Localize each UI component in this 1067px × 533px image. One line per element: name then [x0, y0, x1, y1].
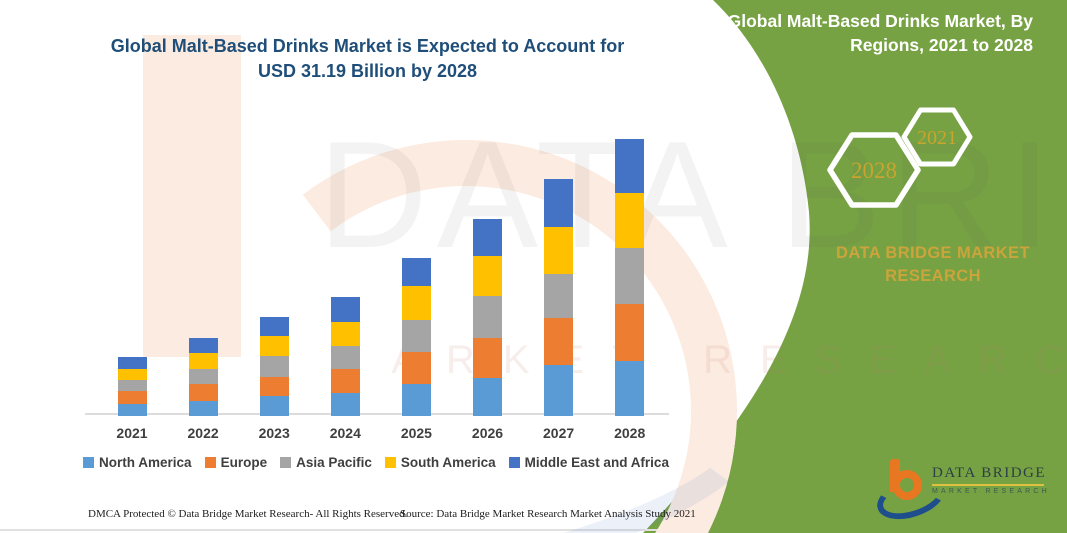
- legend-label: South America: [400, 455, 496, 470]
- bar-segment-2026-middle-east-and-africa: [473, 218, 502, 257]
- bar-segment-2023-north-america: [259, 396, 289, 416]
- x-axis-label-2024: 2024: [329, 425, 361, 441]
- data-bridge-logo: DATA BRIDGE MARKET RESEARCH: [871, 453, 1053, 527]
- bar-segment-2023-asia-pacific: [259, 355, 289, 377]
- bar-segment-2028-asia-pacific: [615, 248, 645, 305]
- bar-segment-2025-south-america: [401, 286, 431, 321]
- legend-label: Asia Pacific: [296, 455, 372, 470]
- hexagon-2021-icon: [901, 107, 973, 167]
- bar-segment-2025-north-america: [401, 384, 431, 416]
- x-axis-label-2022: 2022: [187, 425, 219, 441]
- x-axis-label-2021: 2021: [116, 425, 148, 441]
- bar-segment-2027-south-america: [544, 226, 574, 274]
- legend-swatch-icon: [83, 457, 95, 468]
- bar-segment-2024-middle-east-and-africa: [330, 297, 360, 322]
- bar-2023: [259, 317, 289, 416]
- bar-segment-2026-north-america: [473, 377, 502, 416]
- bar-segment-2024-south-america: [330, 321, 360, 346]
- bar-2026: [473, 218, 502, 416]
- bar-segment-2024-asia-pacific: [330, 345, 360, 369]
- bar-segment-2021-north-america: [117, 404, 147, 416]
- bar-segment-2022-europe: [188, 384, 218, 401]
- bar-segment-2021-europe: [117, 391, 147, 405]
- bar-segment-2026-europe: [473, 337, 502, 378]
- panel-title: Global Malt-Based Drinks Market, By Regi…: [703, 9, 1033, 57]
- logo-divider: [932, 484, 1044, 486]
- legend-swatch-icon: [508, 457, 520, 468]
- chart-title-line2: USD 31.19 Billion by 2028: [257, 61, 478, 81]
- chart-title-line1: Global Malt-Based Drinks Market is Expec…: [110, 36, 625, 56]
- legend-label: Middle East and Africa: [524, 455, 669, 470]
- panel-title-line2: Regions, 2021 to 2028: [850, 35, 1033, 55]
- legend-item-south-america: South America: [384, 455, 496, 470]
- hexagon-2021-label: 2021: [917, 127, 957, 149]
- bar-2027: [544, 178, 574, 416]
- bar-segment-2023-europe: [259, 376, 289, 397]
- bar-segment-2022-middle-east-and-africa: [188, 337, 218, 354]
- hexagon-2028-icon: [827, 132, 921, 208]
- legend-item-asia-pacific: Asia Pacific: [280, 455, 372, 470]
- bar-2021: [117, 357, 147, 416]
- bar-2024: [330, 297, 360, 416]
- hexagon-badges: 2021 2028: [827, 107, 973, 208]
- bar-segment-2021-south-america: [117, 368, 147, 381]
- x-axis-label-2023: 2023: [258, 425, 290, 441]
- bar-segment-2026-asia-pacific: [473, 295, 502, 338]
- hexagon-2028-label: 2028: [851, 158, 897, 183]
- bar-2025: [401, 257, 431, 416]
- x-axis-label-2028: 2028: [614, 425, 646, 441]
- bar-segment-2024-north-america: [330, 392, 360, 416]
- bar-segment-2025-asia-pacific: [401, 320, 431, 353]
- brand-text: DATA BRIDGE MARKET RESEARCH: [836, 244, 1030, 285]
- bar-segment-2024-europe: [330, 368, 360, 393]
- slide-bottom-rule: [0, 529, 700, 531]
- logo-name: DATA BRIDGE: [932, 465, 1047, 481]
- x-axis-label-2025: 2025: [400, 425, 432, 441]
- bar-segment-2027-north-america: [544, 365, 574, 416]
- green-panel-shape: [643, 0, 1067, 533]
- bar-2028: [615, 139, 645, 416]
- bar-segment-2021-asia-pacific: [117, 380, 147, 392]
- bar-segment-2023-south-america: [259, 336, 289, 356]
- logo-b-bowl-icon: [892, 470, 922, 500]
- bar-segment-2023-middle-east-and-africa: [259, 317, 289, 337]
- bar-segment-2021-middle-east-and-africa: [117, 357, 147, 369]
- chart-title: Global Malt-Based Drinks Market is Expec…: [95, 34, 640, 84]
- bar-2022: [188, 337, 218, 416]
- panel-title-line1: Global Malt-Based Drinks Market, By: [727, 11, 1033, 31]
- bar-segment-2028-north-america: [615, 360, 645, 416]
- bar-segment-2028-middle-east-and-africa: [615, 139, 645, 193]
- x-axis-label-2026: 2026: [471, 425, 504, 441]
- legend-label: North America: [99, 455, 192, 470]
- bar-segment-2025-middle-east-and-africa: [401, 257, 431, 287]
- legend-item-north-america: North America: [83, 455, 192, 470]
- legend-item-europe: Europe: [204, 455, 268, 470]
- bar-segment-2025-europe: [401, 352, 431, 385]
- footer-source-text: Source: Data Bridge Market Research Mark…: [400, 508, 696, 520]
- legend-label: Europe: [220, 455, 268, 470]
- bar-segment-2026-south-america: [473, 256, 502, 296]
- bar-segment-2022-asia-pacific: [188, 368, 218, 385]
- legend-swatch-icon: [204, 457, 216, 468]
- bar-segment-2027-europe: [544, 318, 574, 366]
- logo-subtitle: MARKET RESEARCH: [932, 487, 1050, 495]
- bar-segment-2028-europe: [615, 304, 645, 361]
- legend: North America Europe Asia Pacific South Ame…: [80, 455, 672, 470]
- x-axis-line: [85, 413, 669, 415]
- bar-segment-2027-asia-pacific: [544, 273, 574, 319]
- bar-segment-2028-south-america: [615, 192, 645, 249]
- x-axis-labels: 2021 2022 2023 2024 2025 2026 2027 2028: [88, 425, 670, 445]
- legend-item-middle-east-and-africa: Middle East and Africa: [508, 455, 669, 470]
- plot-area: [88, 120, 670, 416]
- logo-text: DATA BRIDGE MARKET RESEARCH: [932, 465, 1050, 495]
- legend-swatch-icon: [280, 457, 292, 468]
- bar-segment-2022-south-america: [188, 353, 218, 369]
- bar-segment-2027-middle-east-and-africa: [544, 178, 574, 227]
- bar-segment-2022-north-america: [188, 400, 218, 416]
- footer-dmca-text: DMCA Protected © Data Bridge Market Rese…: [88, 508, 408, 520]
- legend-swatch-icon: [384, 457, 396, 468]
- x-axis-label-2027: 2027: [543, 425, 575, 441]
